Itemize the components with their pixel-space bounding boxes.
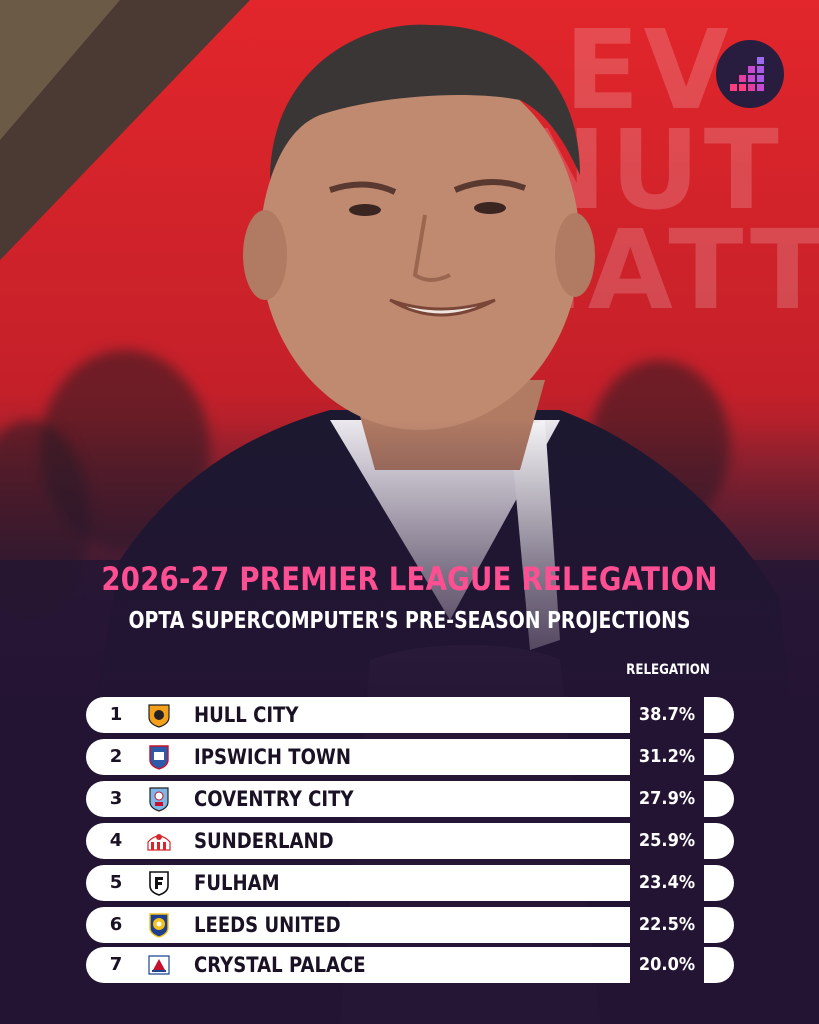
- page-subtitle: OPTA SUPERCOMPUTER'S PRE-SEASON PROJECTI…: [128, 608, 691, 634]
- row-position: 6: [109, 914, 123, 935]
- row-relegation-percent: 31.2%: [638, 746, 696, 767]
- page-title: 2026-27 PREMIER LEAGUE RELEGATION: [101, 560, 718, 598]
- pct-cell-bg: [630, 946, 704, 984]
- relegation-column-header: RELEGATION: [626, 662, 710, 678]
- row-relegation-percent: 38.7%: [638, 704, 696, 725]
- pct-cell-bg: [630, 906, 704, 944]
- row-relegation-percent: 23.4%: [638, 872, 696, 893]
- row-position: 5: [109, 872, 123, 893]
- row-team-name: FULHAM: [194, 871, 280, 895]
- sunderland-crest-icon: [147, 834, 171, 851]
- table-row: 7 CRYSTAL PALACE 20.0%: [86, 946, 734, 984]
- crystal-palace-crest-icon: [148, 955, 170, 975]
- row-team-name: COVENTRY CITY: [194, 787, 354, 811]
- row-team-name: CRYSTAL PALACE: [194, 953, 366, 977]
- pct-cell-bg: [630, 780, 704, 818]
- pct-cell-bg: [630, 822, 704, 860]
- hull-city-crest-icon: [148, 704, 170, 728]
- row-team-name: IPSWICH TOWN: [194, 745, 351, 769]
- row-team-name: LEEDS UNITED: [194, 913, 341, 937]
- pct-cell-bg: [630, 864, 704, 902]
- ipswich-town-crest-icon: [149, 745, 169, 770]
- row-position: 7: [109, 954, 123, 975]
- leeds-united-crest-icon: [149, 913, 169, 938]
- row-team-name: SUNDERLAND: [194, 829, 334, 853]
- row-relegation-percent: 20.0%: [638, 954, 696, 975]
- row-position: 4: [109, 830, 123, 851]
- row-relegation-percent: 27.9%: [638, 788, 696, 809]
- opta-stairs-logo-icon: [716, 40, 784, 108]
- pct-cell-bg: [630, 738, 704, 776]
- fulham-crest-icon: [149, 871, 169, 896]
- table-row: 6 LEEDS UNITED 22.5%: [86, 906, 734, 944]
- row-team-name: HULL CITY: [194, 703, 299, 727]
- table-row: 1 HULL CITY 38.7%: [86, 696, 734, 734]
- table-row: 3 COVENTRY CITY 27.9%: [86, 780, 734, 818]
- row-relegation-percent: 22.5%: [638, 914, 696, 935]
- row-relegation-percent: 25.9%: [638, 830, 696, 851]
- row-position: 2: [109, 746, 123, 767]
- banner-line: EV: [564, 6, 733, 134]
- coventry-city-crest-icon: [149, 787, 169, 812]
- table-row: 4 SUNDERLAND 25.9%: [86, 822, 734, 860]
- row-position: 1: [109, 704, 123, 725]
- table-row: 2 IPSWICH TOWN 31.2%: [86, 738, 734, 776]
- row-position: 3: [109, 788, 123, 809]
- pct-cell-bg: [630, 696, 704, 734]
- table-row: 5 FULHAM 23.4%: [86, 864, 734, 902]
